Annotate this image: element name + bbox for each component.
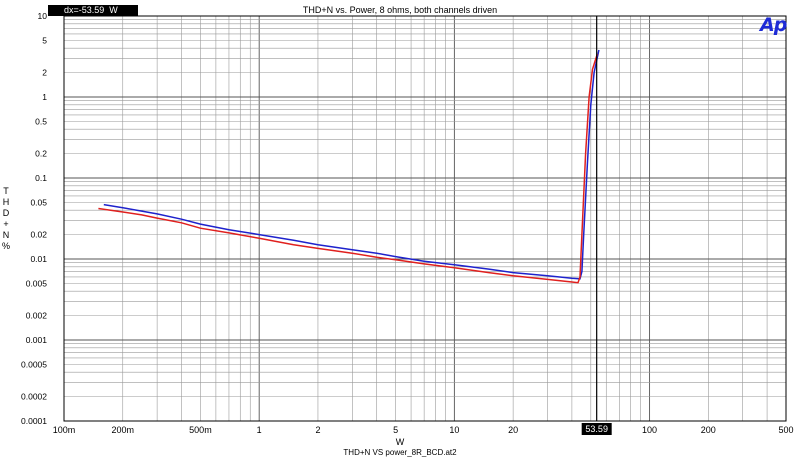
y-tick-label: 0.005 <box>26 278 48 288</box>
x-tick-label: 2 <box>315 425 320 435</box>
cursor-x-box[interactable] <box>581 423 612 435</box>
x-tick-label: 100m <box>53 425 76 435</box>
y-tick-label: 0.5 <box>35 116 47 126</box>
y-tick-label: 0.0005 <box>21 359 47 369</box>
y-axis-label-char: + <box>3 219 9 229</box>
y-tick-label: 0.002 <box>26 311 48 321</box>
y-tick-labels: 10 5 2 1 0.5 0.2 0.1 0.05 0.02 0.01 0.005 0.002 0.00… <box>21 11 47 426</box>
x-tick-label: 200 <box>701 425 716 435</box>
y-tick-label: 5 <box>42 35 47 45</box>
x-tick-labels: 100m 200m 500m 1 2 5 10 20 100 200 500 <box>53 425 794 435</box>
y-tick-label: 0.02 <box>30 230 47 240</box>
x-tick-label: 1 <box>257 425 262 435</box>
y-axis-label-char: D <box>2 208 10 218</box>
y-tick-label: 2 <box>42 68 47 78</box>
y-axis-label-char: % <box>1 241 10 251</box>
y-tick-label: 0.001 <box>26 335 48 345</box>
series-line-2 <box>98 53 599 284</box>
y-tick-label: 1 <box>42 92 47 102</box>
y-axis-label: T H D + N% <box>1 186 11 252</box>
y-axis-label-char: T <box>3 186 9 196</box>
file-name: THD+N VS power_8R_BCD.at2 <box>343 448 457 457</box>
grid <box>63 15 787 422</box>
y-tick-label: 0.1 <box>35 173 47 183</box>
y-tick-label: 0.2 <box>35 149 47 159</box>
x-tick-label: 500m <box>189 425 212 435</box>
x-tick-label: 200m <box>112 425 135 435</box>
x-tick-label: 5 <box>393 425 398 435</box>
ap-logo: Ap <box>760 14 787 36</box>
x-axis-label: W <box>395 437 405 447</box>
series-group <box>98 49 600 284</box>
x-tick-label: 10 <box>449 425 459 435</box>
cursor-x-value: 53.59 <box>585 424 608 434</box>
x-tick-label: 100 <box>642 425 657 435</box>
chart-title: THD+N vs. Power, 8 ohms, both channels d… <box>302 5 498 15</box>
x-tick-label: 20 <box>508 425 518 435</box>
y-axis-label-char: N <box>2 230 10 240</box>
y-tick-label: 0.05 <box>30 197 47 207</box>
y-axis-label-char: H <box>2 197 10 207</box>
x-tick-label: 500 <box>778 425 793 435</box>
y-tick-label: 10 <box>38 11 48 21</box>
series-line-1 <box>103 49 600 280</box>
y-tick-label: 0.0002 <box>21 392 47 402</box>
plot-frame <box>63 15 787 422</box>
cursor-readout[interactable]: dx=-53.59 W <box>48 5 138 16</box>
y-tick-label: 0.01 <box>30 254 47 264</box>
y-tick-label: 0.0001 <box>21 416 47 426</box>
